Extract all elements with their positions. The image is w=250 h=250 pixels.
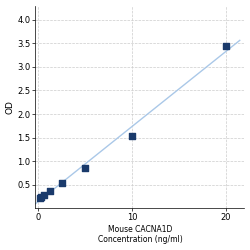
Point	[224, 44, 228, 48]
Point	[60, 181, 64, 185]
Y-axis label: OD: OD	[6, 100, 15, 114]
Point	[130, 134, 134, 138]
Point	[83, 166, 87, 170]
Point	[38, 196, 42, 200]
Point	[39, 195, 43, 199]
Point	[42, 193, 46, 197]
X-axis label: Mouse CACNA1D
Concentration (ng/ml): Mouse CACNA1D Concentration (ng/ml)	[98, 225, 182, 244]
Point	[48, 189, 52, 193]
